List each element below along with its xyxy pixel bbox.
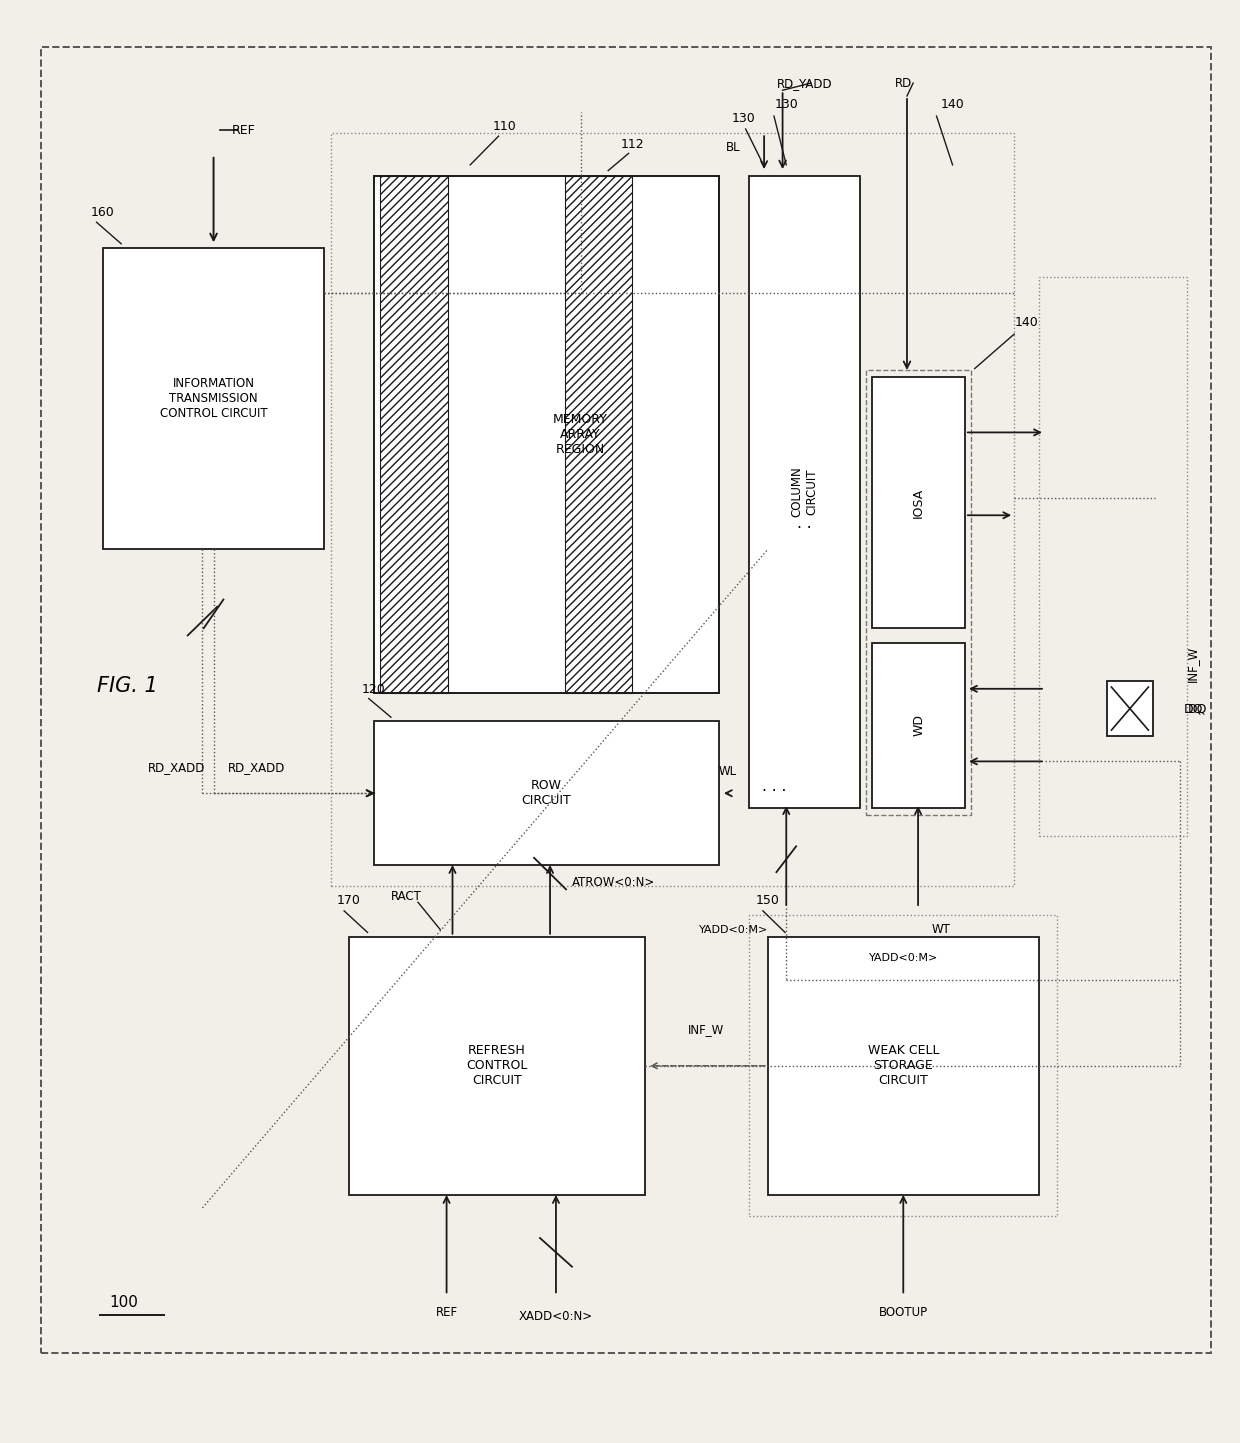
Text: RD_XADD: RD_XADD xyxy=(148,760,206,773)
Text: 130: 130 xyxy=(775,98,799,111)
Bar xyxy=(379,176,448,693)
Bar xyxy=(348,937,645,1195)
Text: 100: 100 xyxy=(109,1294,138,1310)
Text: 112: 112 xyxy=(620,139,644,152)
Text: INF_W: INF_W xyxy=(688,1023,724,1036)
Text: REF: REF xyxy=(232,124,255,137)
Text: 140: 140 xyxy=(941,98,965,111)
Bar xyxy=(873,377,965,628)
Text: 150: 150 xyxy=(755,895,780,908)
Bar xyxy=(867,369,971,815)
Text: INFORMATION
TRANSMISSION
CONTROL CIRCUIT: INFORMATION TRANSMISSION CONTROL CIRCUIT xyxy=(160,377,268,420)
Text: WL: WL xyxy=(719,765,737,778)
Text: BOOTUP: BOOTUP xyxy=(879,1306,928,1319)
Bar xyxy=(373,722,718,864)
Text: 120: 120 xyxy=(361,684,386,697)
Text: MEMORY
ARRAY
REGION: MEMORY ARRAY REGION xyxy=(553,413,608,456)
Text: 170: 170 xyxy=(337,895,361,908)
Text: REF: REF xyxy=(435,1306,458,1319)
Bar xyxy=(873,642,965,808)
Text: . . .: . . . xyxy=(761,779,786,794)
Text: 140: 140 xyxy=(1014,316,1038,329)
Text: INF_W: INF_W xyxy=(1187,646,1199,683)
Text: ATROW<0:N>: ATROW<0:N> xyxy=(572,876,656,889)
Bar xyxy=(331,133,1014,886)
Text: YADD<0:M>: YADD<0:M> xyxy=(869,954,937,964)
Text: RD_XADD: RD_XADD xyxy=(228,760,285,773)
Text: WT: WT xyxy=(931,924,951,937)
Bar xyxy=(768,937,1039,1195)
Bar xyxy=(373,176,718,693)
Bar xyxy=(749,915,1058,1216)
Text: RACT: RACT xyxy=(391,890,422,903)
Text: DQ: DQ xyxy=(1184,703,1204,716)
Text: COLUMN
CIRCUIT: COLUMN CIRCUIT xyxy=(791,466,818,518)
Bar xyxy=(1039,277,1187,837)
Bar xyxy=(749,176,861,808)
Text: REFRESH
CONTROL
CIRCUIT: REFRESH CONTROL CIRCUIT xyxy=(466,1045,527,1088)
Text: . .: . . xyxy=(797,517,812,531)
Text: DQ: DQ xyxy=(1188,703,1208,716)
Text: 110: 110 xyxy=(492,120,517,133)
Bar xyxy=(103,248,325,550)
Text: XADD<0:N>: XADD<0:N> xyxy=(518,1310,593,1323)
Text: 130: 130 xyxy=(732,113,755,126)
Text: IOSA: IOSA xyxy=(913,488,925,518)
Text: 160: 160 xyxy=(91,206,114,219)
Text: RD_YADD: RD_YADD xyxy=(777,76,832,89)
Bar xyxy=(564,176,632,693)
Text: ROW
CIRCUIT: ROW CIRCUIT xyxy=(521,779,570,807)
Text: WD: WD xyxy=(913,714,925,736)
Text: WEAK CELL
STORAGE
CIRCUIT: WEAK CELL STORAGE CIRCUIT xyxy=(868,1045,939,1088)
Text: RD: RD xyxy=(894,76,911,89)
Text: FIG. 1: FIG. 1 xyxy=(97,675,157,696)
Text: YADD<0:M>: YADD<0:M> xyxy=(698,925,768,935)
Text: BL: BL xyxy=(727,141,740,154)
Bar xyxy=(1106,681,1153,736)
